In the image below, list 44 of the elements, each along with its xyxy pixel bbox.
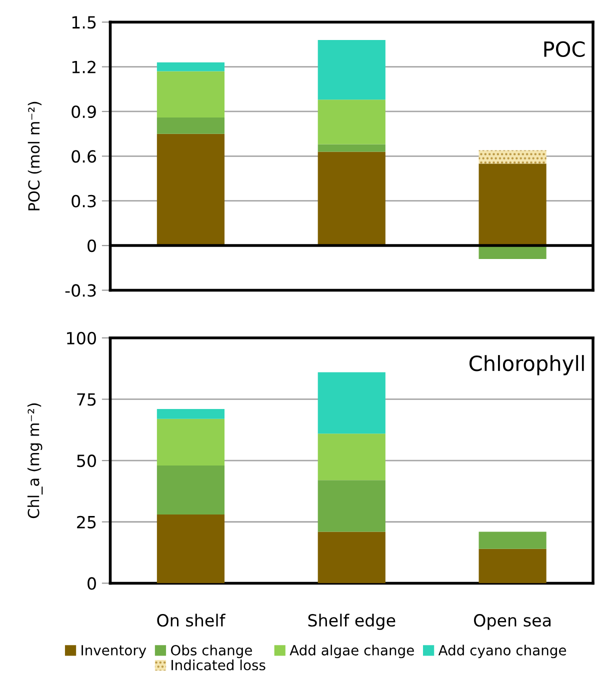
y-tick-label: 50 [77,454,96,468]
y-tick-label: 0.3 [72,194,96,208]
bar [318,144,386,152]
bar [478,532,546,549]
legend-label: Add cyano change [438,644,566,658]
bar [156,62,225,72]
legend-label: Indicated loss [172,660,266,670]
legend-label: Obs change [170,644,252,658]
y-axis-title: POC (mol m⁻²) [28,102,42,210]
legend-label: Inventory [82,645,146,658]
x-tick-label: Shelf edge [308,614,396,630]
y-tick-label: 100 [67,332,96,344]
bar [478,164,546,246]
bar [156,134,225,246]
bar [156,514,225,584]
bar [478,150,546,164]
y-tick-label: 0.6 [72,150,96,163]
bar [156,418,225,466]
y-tick-label: 75 [77,393,96,406]
x-tick-label: Open sea [474,614,551,630]
text: Chlorophyll [469,355,584,376]
bar [318,480,386,532]
bar [156,71,225,118]
legend-label: Add algae change [290,644,414,658]
bar [156,117,225,134]
bar [318,532,386,584]
y-tick-label: 0 [88,240,96,252]
y-tick-label: 1.5 [72,16,96,29]
bar [478,548,546,584]
x-tick-label: On shelf [157,614,226,627]
bar [318,152,386,246]
y-tick-label: 0 [88,577,96,590]
text: POC [544,41,585,58]
bar [318,40,386,100]
y-tick-label: 1.2 [72,60,96,74]
y-tick-label: 25 [77,516,96,528]
y-tick-label: -0.3 [65,284,96,297]
bar [318,372,386,434]
bar [318,434,386,480]
bar [156,465,225,515]
y-axis-title: Chl_a (mg m⁻²) [27,403,43,518]
bar [318,100,386,144]
bar [156,409,225,419]
y-tick-label: 0.9 [72,105,96,118]
